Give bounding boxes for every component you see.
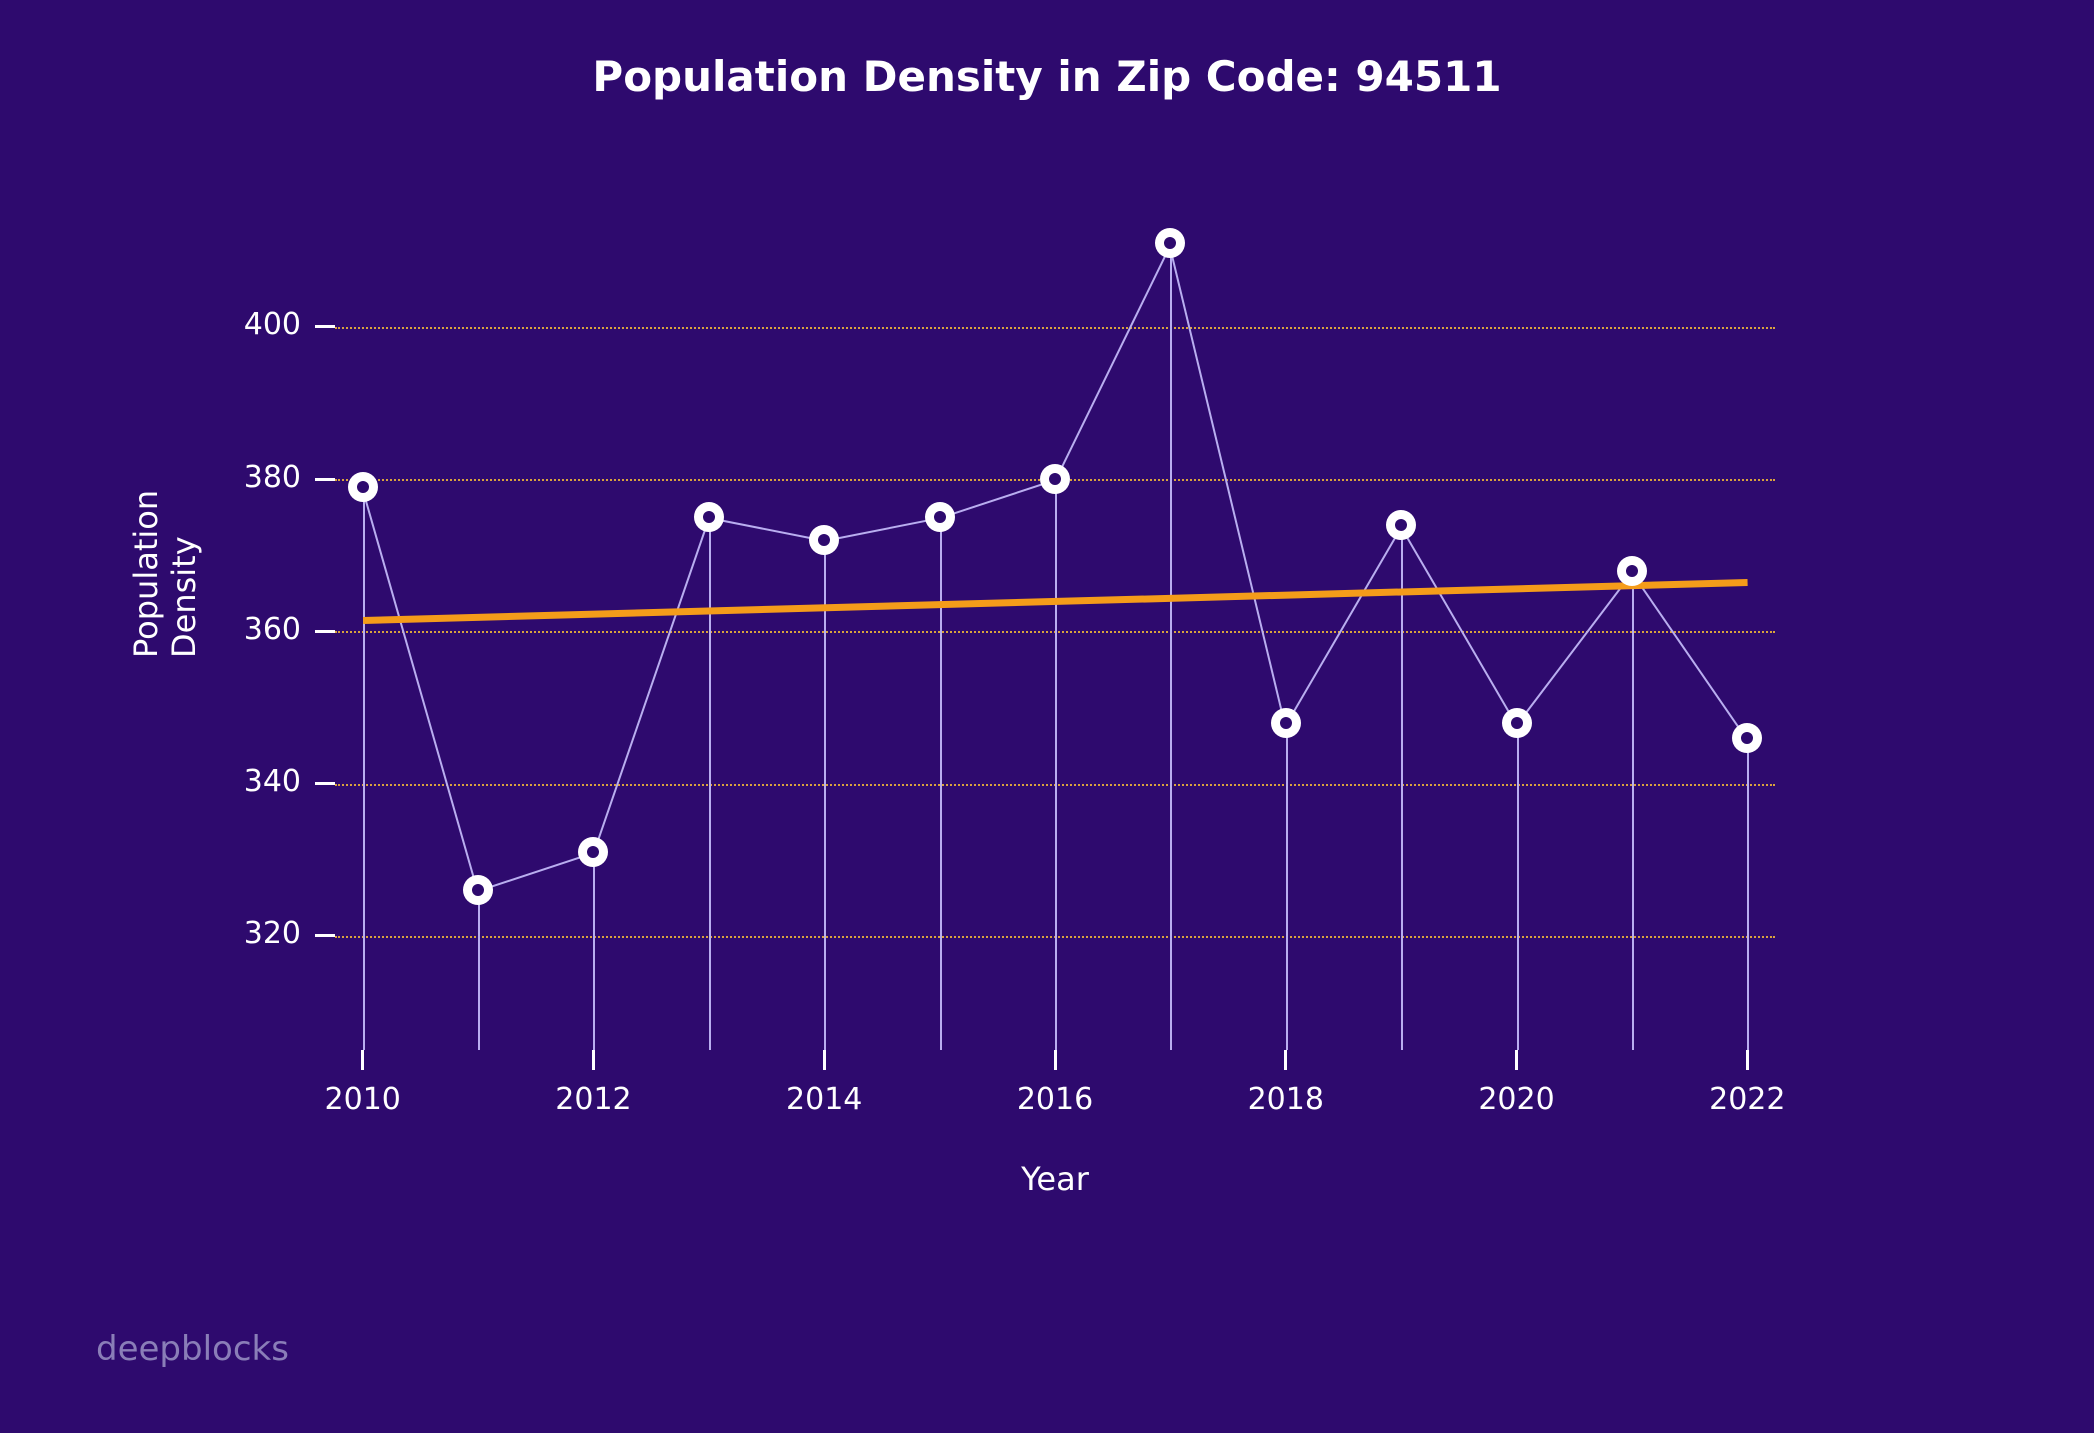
y-tick-mark [315, 934, 335, 937]
x-tick-mark [1515, 1050, 1518, 1070]
series-line [1286, 525, 1403, 724]
data-marker-center [1395, 519, 1407, 531]
y-tick-mark [315, 325, 335, 328]
series-line [824, 517, 940, 542]
series-line [1399, 525, 1516, 724]
x-tick-mark [361, 1050, 364, 1070]
lollipop-stem [940, 517, 942, 1050]
watermark: deepblocks [96, 1329, 289, 1369]
series-line [940, 479, 1056, 519]
x-tick-label: 2014 [784, 1082, 864, 1117]
series-line [1630, 571, 1747, 740]
x-tick-label: 2022 [1707, 1082, 1787, 1117]
lollipop-stem [1517, 723, 1519, 1050]
y-tick-mark [315, 478, 335, 481]
x-tick-label: 2018 [1246, 1082, 1326, 1117]
x-axis-label: Year [335, 1160, 1775, 1198]
lollipop-stem [1632, 571, 1634, 1050]
data-marker-center [934, 511, 946, 523]
plot-area: 3203403603804002010201220142016201820202… [335, 190, 1775, 1050]
y-tick-label: 360 [244, 612, 301, 647]
series-line [593, 517, 710, 853]
lollipop-stem [1401, 525, 1403, 1050]
data-marker-center [1511, 717, 1523, 729]
x-tick-label: 2016 [1015, 1082, 1095, 1117]
x-axis-label-text: Year [1021, 1160, 1089, 1198]
data-marker-center [472, 884, 484, 896]
series-line [1168, 243, 1285, 723]
x-tick-label: 2010 [323, 1082, 403, 1117]
y-tick-mark [315, 630, 335, 633]
data-marker-center [1626, 565, 1638, 577]
x-tick-label: 2020 [1477, 1082, 1557, 1117]
lollipop-stem [363, 487, 365, 1050]
lollipop-stem [1286, 723, 1288, 1050]
chart-title: Population Density in Zip Code: 94511 [0, 52, 2094, 101]
x-tick-mark [592, 1050, 595, 1070]
gridline [335, 327, 1775, 329]
x-tick-label: 2012 [553, 1082, 633, 1117]
y-tick-label: 400 [244, 307, 301, 342]
watermark-text: deepblocks [96, 1329, 289, 1369]
data-marker-center [587, 846, 599, 858]
data-marker-center [1164, 237, 1176, 249]
data-marker-center [818, 534, 830, 546]
data-marker-center [1741, 732, 1753, 744]
y-axis-label-text: Population Density [127, 490, 203, 658]
x-tick-mark [823, 1050, 826, 1070]
y-tick-label: 340 [244, 764, 301, 799]
lollipop-stem [709, 517, 711, 1050]
data-marker-center [357, 481, 369, 493]
series-line [1517, 571, 1634, 724]
chart-root: Population Density in Zip Code: 94511 Po… [0, 0, 2094, 1433]
y-tick-label: 320 [244, 916, 301, 951]
chart-title-text: Population Density in Zip Code: 94511 [592, 52, 1501, 101]
y-axis-label: Population Density [127, 618, 203, 658]
x-tick-mark [1746, 1050, 1749, 1070]
lollipop-stem [593, 852, 595, 1050]
y-tick-label: 380 [244, 460, 301, 495]
series-line [1055, 243, 1172, 480]
series-line [361, 487, 478, 891]
lollipop-stem [478, 890, 480, 1050]
x-tick-mark [1054, 1050, 1057, 1070]
series-line [478, 852, 594, 892]
data-marker-center [703, 511, 715, 523]
lollipop-stem [824, 540, 826, 1050]
lollipop-stem [1170, 243, 1172, 1050]
series-line [708, 517, 824, 542]
data-marker-center [1280, 717, 1292, 729]
y-tick-mark [315, 782, 335, 785]
x-tick-mark [1284, 1050, 1287, 1070]
data-marker-center [1049, 473, 1061, 485]
lollipop-stem [1055, 479, 1057, 1050]
lollipop-stem [1747, 738, 1749, 1050]
